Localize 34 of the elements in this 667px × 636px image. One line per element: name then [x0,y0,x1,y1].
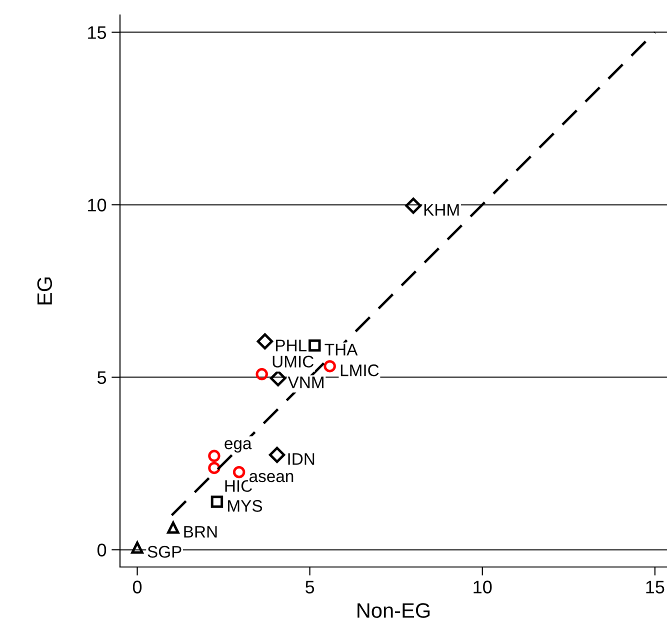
annotation: VNM [288,376,324,388]
annotation: asean [249,473,294,482]
point [405,198,422,214]
point [256,333,274,350]
y-tick-label: 10 [88,198,106,212]
x-tick-label: 10 [474,580,492,594]
y-tick-label: 15 [88,26,106,39]
point [131,542,144,554]
annotation: THA [324,344,358,356]
annotation: BRN [184,526,217,538]
point [208,450,220,462]
annotation: KHM [424,204,459,216]
point [270,370,286,386]
annotation: MYS [228,500,262,512]
x-tick-label: 5 [306,580,314,594]
point [167,522,180,534]
annotation: UMIC [272,356,314,368]
point [268,446,286,463]
annotation: ega [224,440,252,453]
x-axis-title: Non-EG [358,603,430,618]
x-tick-label: 0 [132,580,142,594]
annotation: IDN [288,453,314,465]
annotation: SGP [148,546,182,558]
point [324,360,336,372]
point [308,339,321,352]
point [210,496,224,508]
y-tick-label: 0 [97,544,106,556]
y-axis-title: EG [37,278,52,304]
annotation: LMIC [340,364,379,376]
point [232,466,246,478]
x-tick-label: 15 [646,580,664,594]
y-tick-label: 5 [97,371,106,384]
annotation: PHL [276,340,307,352]
point [256,368,268,380]
